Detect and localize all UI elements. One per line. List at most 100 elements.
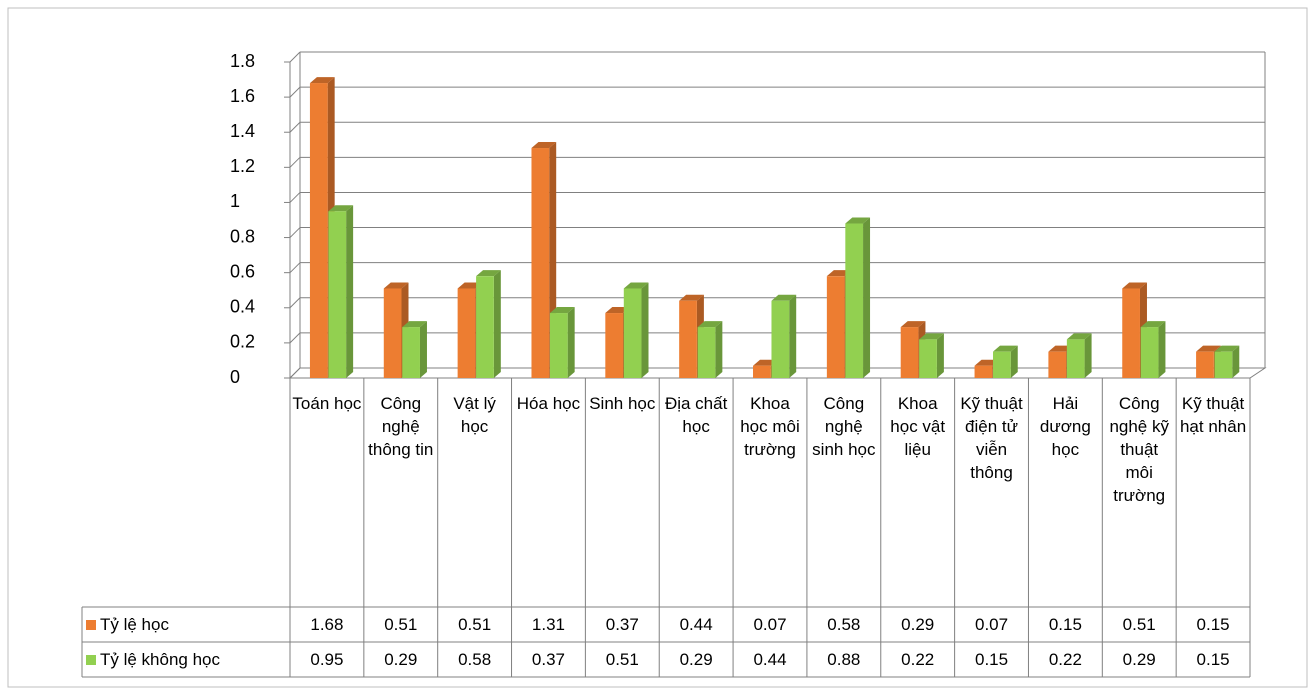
data-table-value: 0.15 [1196,650,1230,669]
bar-top [402,321,427,328]
bar [328,205,354,378]
grid-line [289,156,301,168]
legend-entry: Tỷ lệ học [86,607,169,642]
data-table-value: 0.07 [753,615,787,634]
bar [919,333,944,378]
bar [1214,345,1240,378]
chart-border [7,7,1308,688]
data-table-value: 0.29 [901,615,935,634]
x-tick-label: Khoa học môi trường [740,394,800,459]
y-tick-label: 0.6 [230,261,255,281]
bar-top [531,142,557,149]
bar-side [493,270,501,378]
bar-top [845,217,871,224]
bar-front [309,83,328,379]
bar-front [919,339,937,378]
data-table-value: 0.37 [531,650,565,669]
grid-line [289,86,301,98]
bar-top [1140,321,1166,328]
bar-front [900,327,919,378]
y-tick-label: 1.6 [230,86,255,106]
data-table-value: 0.51 [605,650,639,669]
bar-side [346,205,354,378]
bar-side [1010,345,1018,378]
bar-top [309,77,335,84]
bar-top [900,321,926,328]
data-table-value: 0.51 [384,615,418,634]
y-tick-label: 1.8 [230,51,255,71]
grid-line [289,297,301,309]
x-tick-label: Hải dương học [1039,394,1091,459]
bar-top [1196,345,1221,352]
bar-front [531,148,550,378]
bar [993,345,1018,378]
bar [1066,333,1092,378]
bar-side [1232,345,1240,378]
bar-front [974,365,993,378]
legend-key [86,620,96,630]
bar-front [753,365,771,378]
data-table-value: 0.29 [384,650,418,669]
y-tick-label: 1.4 [230,121,255,141]
data-table-value: 0.58 [458,650,492,669]
bar-side [419,321,427,378]
bar [845,217,871,378]
legend-label: Tỷ lệ học [100,615,169,634]
bar-top [1066,333,1092,340]
bar-front [697,327,716,378]
bar-top [328,205,354,212]
bar [1122,282,1147,378]
bar-top [679,294,704,301]
bar-front [679,300,697,378]
bar [623,282,649,378]
bar-front [623,288,642,378]
legend-entry: Tỷ lệ không học [86,642,220,677]
y-tick-label: 0.4 [230,297,255,317]
x-tick-label: Công nghệ kỹ thuật môi trường [1109,394,1169,505]
data-table-value: 0.15 [974,650,1009,669]
bar-top [993,345,1018,352]
bar-front [549,313,568,378]
bar-side [863,217,871,378]
x-tick-label: Địa chất học [664,394,728,436]
bar-front [993,351,1011,378]
legend-key [86,655,96,665]
data-table-value: 0.22 [1048,650,1082,669]
x-tick-label: Toán học [292,394,362,413]
data-table-value: 0.07 [974,615,1009,634]
bar-side [567,307,575,378]
bar-side [641,282,649,378]
data-table-value: 1.31 [531,615,565,634]
data-table-value: 0.95 [310,650,344,669]
y-tick-label: 0.8 [230,226,255,246]
bar-top [771,294,797,301]
data-table-value: 0.88 [827,650,861,669]
bar-top [697,321,723,328]
y-tick-label: 0 [230,367,240,387]
bar-front [402,327,420,378]
bar-top [1122,282,1147,289]
data-table-value: 0.29 [1122,650,1156,669]
grid-line [289,121,301,133]
grid-line [289,51,301,63]
y-tick-label: 1 [230,191,240,211]
data-table-value: 0.44 [753,650,787,669]
bar-side [936,333,944,378]
bar [697,321,723,378]
grid-line [289,192,301,203]
bar-front [328,211,347,378]
bar-front [1196,351,1214,378]
data-table-value: 0.22 [901,650,935,669]
bar [402,321,427,378]
bar-side [789,294,797,378]
bar-front [383,288,402,378]
x-tick-label: Hóa học [516,394,581,413]
bar [476,270,501,378]
bar-front [1214,351,1233,378]
x-tick-label: Công nghệ sinh học [812,394,876,459]
bar-top [549,307,575,314]
grid-line [289,262,301,274]
bar-front [1140,327,1159,378]
data-table-value: 0.29 [679,650,713,669]
